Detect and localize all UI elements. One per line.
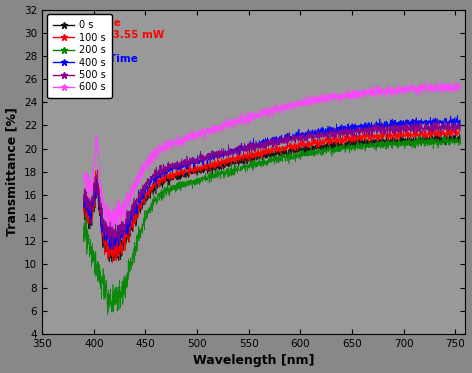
- Text: Exposure Time: Exposure Time: [51, 54, 137, 64]
- Text: Laser Diode
@635 nm, 3.55 mW: Laser Diode @635 nm, 3.55 mW: [51, 18, 164, 40]
- Y-axis label: Transmittance [%]: Transmittance [%]: [6, 107, 18, 236]
- X-axis label: Wavelength [nm]: Wavelength [nm]: [193, 354, 315, 367]
- Legend: 0 s, 100 s, 200 s, 400 s, 500 s, 600 s: 0 s, 100 s, 200 s, 400 s, 500 s, 600 s: [47, 15, 112, 98]
